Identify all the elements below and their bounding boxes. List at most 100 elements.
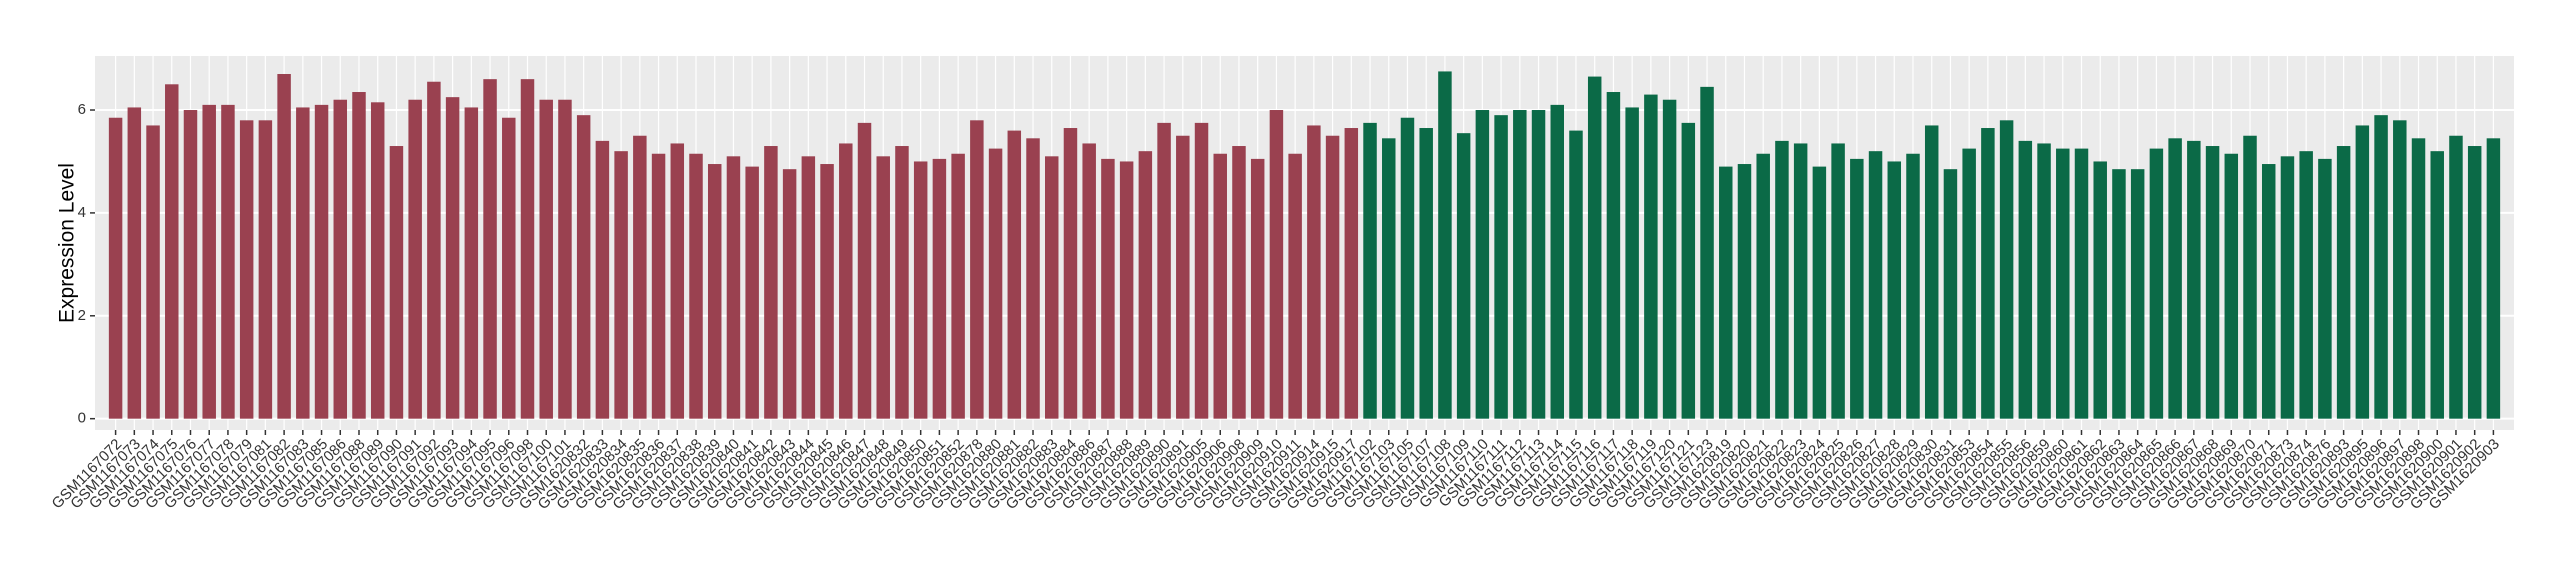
bar	[1400, 117, 1415, 419]
bar	[2224, 153, 2239, 419]
bar	[1269, 110, 1284, 419]
bar	[296, 107, 310, 419]
bar	[1625, 107, 1639, 419]
bar	[1063, 128, 1078, 419]
bar	[239, 120, 254, 419]
bar	[839, 143, 853, 419]
bar	[1644, 94, 1658, 419]
bar	[764, 146, 778, 419]
bar	[502, 117, 516, 419]
bar	[857, 122, 872, 419]
bar	[2411, 138, 2426, 419]
y-axis-title: Expression Level	[56, 163, 79, 323]
bar	[277, 74, 291, 419]
bar	[651, 153, 666, 419]
bar	[2299, 151, 2313, 419]
bar	[2374, 115, 2388, 419]
bar	[1307, 125, 1321, 419]
bar	[2449, 135, 2463, 419]
bar	[1045, 156, 1059, 419]
bar	[1906, 153, 1920, 419]
y-tick-label: 4	[78, 204, 86, 221]
bar	[1569, 130, 1583, 419]
bar	[1138, 151, 1153, 419]
bar	[2243, 135, 2257, 419]
bar	[1007, 130, 1022, 419]
bar	[1082, 143, 1096, 419]
bar	[1831, 143, 1845, 419]
bar	[1232, 146, 1246, 419]
bar	[2130, 169, 2145, 419]
bar	[2056, 148, 2070, 419]
bar	[314, 104, 329, 419]
bar	[2018, 140, 2033, 419]
bar	[408, 99, 422, 419]
bar	[1157, 122, 1171, 419]
bar	[2280, 156, 2295, 419]
bar	[520, 79, 535, 419]
bar	[689, 153, 703, 419]
bar	[2393, 120, 2407, 419]
bar	[1756, 153, 1770, 419]
bar	[820, 164, 834, 419]
bar	[146, 125, 160, 419]
y-tick-label: 0	[78, 410, 86, 427]
bar	[1812, 166, 1827, 419]
bar	[895, 146, 909, 419]
plot-panel	[95, 56, 2514, 430]
y-tick-label: 6	[78, 101, 86, 118]
bar	[165, 84, 179, 419]
bar	[1719, 166, 1733, 419]
y-tick-label: 2	[78, 307, 86, 324]
bar	[183, 110, 198, 419]
bar	[2467, 146, 2482, 419]
bar	[1681, 122, 1696, 419]
bar	[2355, 125, 2370, 419]
bar	[2430, 151, 2444, 419]
bar	[1550, 104, 1564, 419]
bar	[1363, 122, 1377, 419]
bar	[333, 99, 348, 419]
bar	[1288, 153, 1302, 419]
bar	[1176, 135, 1190, 419]
bar	[913, 161, 928, 419]
bar	[2074, 148, 2089, 419]
bar	[2112, 169, 2126, 419]
bar	[2486, 138, 2501, 419]
bar	[445, 97, 460, 419]
bar	[1662, 99, 1677, 419]
bar	[221, 104, 235, 419]
bar	[614, 151, 628, 419]
bar	[1793, 143, 1808, 419]
bar	[2336, 146, 2351, 419]
bar	[707, 164, 722, 419]
bar	[2205, 146, 2220, 419]
bar	[108, 117, 123, 419]
bar	[726, 156, 741, 419]
bar	[876, 156, 890, 419]
bar	[2187, 140, 2201, 419]
bar	[1344, 128, 1359, 419]
bar	[1513, 110, 1527, 419]
bar	[389, 146, 404, 419]
bar	[1924, 125, 1939, 419]
bar	[464, 107, 479, 419]
bar	[1494, 115, 1508, 419]
bar	[1194, 122, 1209, 419]
bar	[539, 99, 553, 419]
bar	[558, 99, 572, 419]
bar	[2093, 161, 2107, 419]
bar	[1775, 140, 1789, 419]
bar	[1250, 158, 1265, 419]
bar	[1887, 161, 1902, 419]
bar	[633, 135, 647, 419]
bar	[1868, 151, 1883, 419]
bar	[801, 156, 816, 419]
bar	[2037, 143, 2051, 419]
bar	[370, 102, 385, 419]
bar	[1700, 86, 1714, 419]
bar	[1587, 76, 1602, 419]
bar	[1438, 71, 1452, 419]
